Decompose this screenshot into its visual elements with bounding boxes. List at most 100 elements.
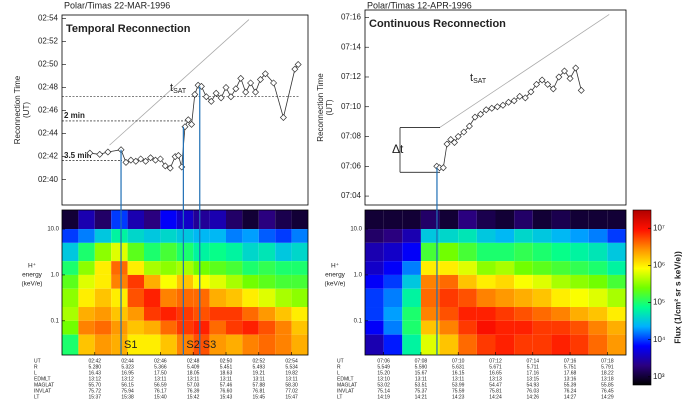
spectrogram-cell — [176, 334, 194, 355]
data-point — [560, 67, 568, 75]
table-cell: 75.94 — [121, 388, 134, 394]
spectrogram-cell — [193, 274, 210, 289]
data-point — [538, 76, 546, 84]
spectrogram-cell — [94, 242, 112, 262]
x-tick-label: 02:42 — [89, 358, 102, 364]
spectrogram-cell — [193, 229, 210, 243]
spectrogram-cell — [209, 210, 226, 230]
spectrogram-cell — [476, 320, 496, 335]
spectrogram-cell — [78, 261, 95, 275]
data-point — [488, 104, 496, 112]
spectrogram-cell — [127, 320, 144, 335]
spectrogram-cell — [78, 320, 95, 335]
y-tick-label: 07:16 — [341, 13, 362, 22]
spectrogram-cell — [209, 334, 226, 355]
data-point — [191, 90, 199, 98]
spectrogram-cell — [514, 334, 533, 355]
spectrogram-cell — [420, 229, 440, 243]
spectrogram-cell — [532, 242, 552, 262]
annotation: 3.5 min — [64, 151, 92, 160]
spectrogram-cell — [420, 242, 440, 262]
table-cell: 15:40 — [154, 394, 167, 400]
table-cell: 15.67 — [415, 370, 428, 376]
spectrogram-cell — [94, 288, 112, 308]
spectrogram-cell — [62, 307, 79, 321]
spectrogram-cell — [532, 210, 552, 230]
spectrogram-cell — [78, 229, 95, 243]
spectrogram-cell — [570, 229, 589, 243]
table-cell: 13:11 — [415, 376, 427, 382]
data-point — [147, 154, 155, 162]
spectrogram-cell — [275, 334, 292, 355]
spectrogram-cell — [570, 307, 589, 321]
spectrogram-cell — [607, 334, 626, 355]
spectrogram-cell — [258, 210, 276, 230]
spectrogram-cell — [209, 229, 226, 243]
spectrogram-cell — [365, 261, 384, 275]
spectrogram-cell — [275, 320, 292, 335]
spectrogram-cell — [62, 274, 79, 289]
spectrogram-cell — [226, 242, 243, 262]
spectrogram-cell — [275, 261, 292, 275]
colorbar-label: Flux (1/cm² sr s keV/e)) — [672, 251, 682, 344]
spectrogram-cell — [111, 320, 128, 335]
spectrogram-cell — [226, 334, 243, 355]
spectrogram-cell — [532, 288, 552, 308]
spectrogram-cell — [78, 307, 95, 321]
spectrogram-cell — [94, 274, 112, 289]
spectrogram-cell — [365, 210, 384, 230]
reconnection-line — [89, 64, 299, 169]
spectrogram-cell — [588, 229, 608, 243]
x-tick-label: 02:46 — [154, 358, 167, 364]
table-cell: 77.02 — [285, 388, 298, 394]
table-cell: 14:21 — [415, 394, 428, 400]
y-axis-title: H⁺ — [28, 263, 37, 270]
spectrogram-cell — [226, 210, 243, 230]
spectrogram-cell — [439, 242, 459, 262]
data-point — [261, 70, 269, 78]
data-point — [122, 158, 130, 166]
y-tick-label: 10.0 — [350, 227, 362, 233]
spectrogram-cell — [495, 210, 515, 230]
spectrogram-cell — [242, 261, 259, 275]
spectrogram-cell — [383, 229, 403, 243]
spectrogram-cell — [160, 320, 177, 335]
spectrogram-cell — [439, 210, 459, 230]
y-tick-label: 02:50 — [38, 60, 59, 69]
spectrogram-cell — [94, 320, 112, 335]
spectrogram-cell — [495, 320, 515, 335]
spectrogram-cell — [127, 210, 144, 230]
spectrogram-cell — [193, 261, 210, 275]
spectrogram-cell — [588, 307, 608, 321]
table-cell: 53.51 — [415, 382, 428, 388]
spectrogram-cell — [176, 307, 194, 321]
spectrogram-cell — [551, 242, 571, 262]
spectrogram-cell — [127, 261, 144, 275]
spectrogram-cell — [193, 242, 210, 262]
spectrogram-cell — [160, 307, 177, 321]
tsat-label-main: t — [470, 72, 473, 84]
y-tick-label: 07:12 — [341, 72, 362, 81]
spectrogram-cell — [291, 320, 308, 335]
spectrogram-cell — [551, 261, 571, 275]
table-row-label: INVLAT — [34, 388, 51, 394]
spectrogram-cell — [495, 229, 515, 243]
spectrogram-cell — [420, 210, 440, 230]
spectrogram-cell — [607, 229, 626, 243]
spectrogram-cell — [209, 307, 226, 321]
table-cell: 13:11 — [452, 376, 464, 382]
table-row-label: R — [337, 364, 341, 370]
table-row-label: INVLAT — [337, 388, 354, 394]
data-point — [291, 65, 299, 73]
table-cell: 55.39 — [564, 382, 577, 388]
x-tick-label: 02:48 — [187, 358, 200, 364]
table-cell: 13:12 — [89, 376, 102, 382]
spectrogram-cell — [551, 210, 571, 230]
data-point — [256, 75, 264, 83]
data-point — [104, 148, 112, 156]
table-cell: 14:24 — [489, 394, 502, 400]
spectrogram-cell — [291, 210, 308, 230]
table-cell: 55.70 — [89, 382, 102, 388]
spectrogram-cell — [458, 307, 477, 321]
spectrogram-cell — [570, 242, 589, 262]
